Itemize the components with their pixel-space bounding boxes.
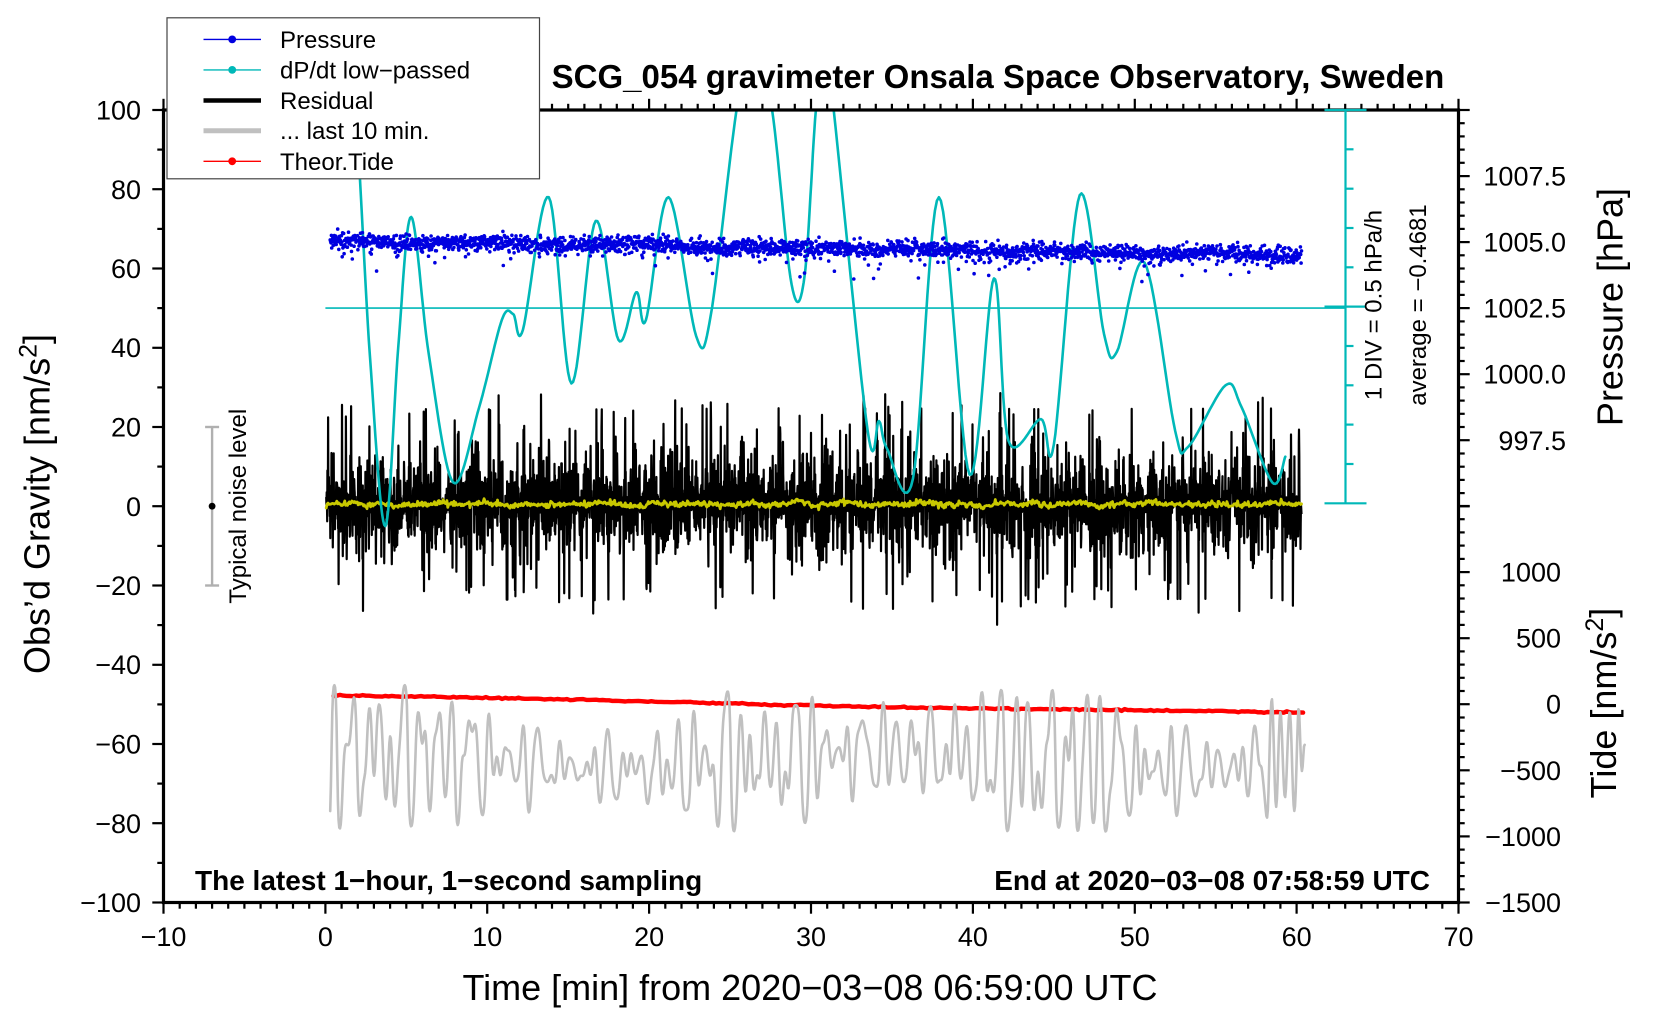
svg-text:−40: −40 (95, 650, 141, 680)
svg-text:80: 80 (111, 175, 141, 205)
svg-text:−80: −80 (95, 809, 141, 839)
svg-text:−1000: −1000 (1485, 822, 1561, 852)
svg-text:0: 0 (318, 922, 333, 952)
svg-text:1 DIV = 0.5 hPa/h: 1 DIV = 0.5 hPa/h (1361, 210, 1388, 400)
svg-text:1002.5: 1002.5 (1483, 294, 1566, 324)
svg-text:0: 0 (1546, 690, 1561, 720)
svg-text:1000.0: 1000.0 (1483, 360, 1566, 390)
svg-text:1005.0: 1005.0 (1483, 228, 1566, 258)
svg-text:Pressure: Pressure (280, 27, 376, 54)
svg-text:10: 10 (472, 922, 502, 952)
svg-text:Pressure [hPa]: Pressure [hPa] (1590, 188, 1631, 426)
svg-text:... last 10 min.: ... last 10 min. (280, 118, 429, 145)
svg-text:−1500: −1500 (1485, 888, 1561, 918)
svg-text:500: 500 (1516, 624, 1561, 654)
svg-text:20: 20 (111, 413, 141, 443)
svg-text:1000: 1000 (1501, 558, 1561, 588)
svg-text:70: 70 (1443, 922, 1473, 952)
svg-text:40: 40 (958, 922, 988, 952)
svg-text:−10: −10 (141, 922, 187, 952)
svg-text:Theor.Tide: Theor.Tide (280, 149, 394, 176)
svg-text:100: 100 (96, 96, 141, 126)
svg-text:0: 0 (126, 492, 141, 522)
svg-text:−100: −100 (80, 888, 141, 918)
svg-text:dP/dt low−passed: dP/dt low−passed (280, 57, 470, 84)
svg-text:−20: −20 (95, 571, 141, 601)
svg-text:−500: −500 (1500, 756, 1561, 786)
svg-text:1007.5: 1007.5 (1483, 162, 1566, 192)
svg-text:50: 50 (1120, 922, 1150, 952)
svg-text:average = −0.4681: average = −0.4681 (1405, 204, 1432, 406)
svg-text:Tide [nm/s2]: Tide [nm/s2] (1581, 608, 1624, 799)
svg-text:Time [min] from 2020−03−08 06:: Time [min] from 2020−03−08 06:59:00 UTC (462, 967, 1157, 1008)
svg-text:60: 60 (111, 254, 141, 284)
svg-text:End at 2020−03−08 07:58:59 UTC: End at 2020−03−08 07:58:59 UTC (994, 865, 1430, 896)
svg-text:Residual: Residual (280, 88, 373, 115)
svg-text:997.5: 997.5 (1498, 426, 1566, 456)
svg-text:−60: −60 (95, 730, 141, 760)
svg-text:60: 60 (1282, 922, 1312, 952)
svg-text:SCG_054 gravimeter Onsala Spac: SCG_054 gravimeter Onsala Space Observat… (552, 58, 1445, 95)
svg-text:The latest 1−hour, 1−second sa: The latest 1−hour, 1−second sampling (195, 865, 702, 896)
svg-text:40: 40 (111, 333, 141, 363)
svg-text:Obs’d Gravity [nm/s2]: Obs’d Gravity [nm/s2] (15, 334, 58, 674)
svg-text:20: 20 (634, 922, 664, 952)
svg-text:Typical noise level: Typical noise level (225, 409, 252, 604)
svg-text:30: 30 (796, 922, 826, 952)
